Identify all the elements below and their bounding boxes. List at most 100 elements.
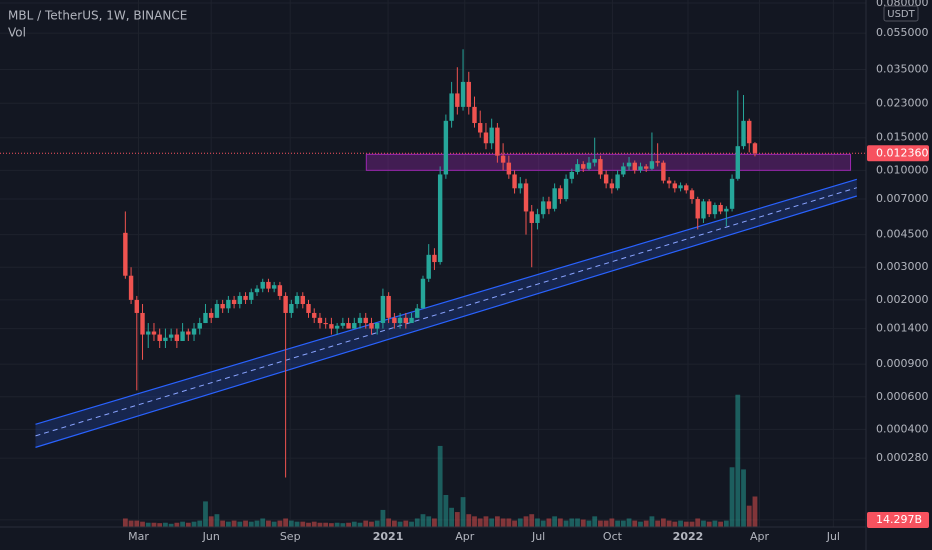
candle-body <box>231 299 237 305</box>
volume-bar <box>363 520 369 527</box>
candle-body <box>380 295 386 324</box>
y-tick-label: 0.000900 <box>876 357 929 370</box>
candle-body <box>403 317 409 324</box>
candle-body <box>352 323 357 329</box>
candle-body <box>134 299 139 313</box>
volume-bar <box>752 496 758 527</box>
x-tick-label: 2022 <box>673 530 704 543</box>
volume-bar <box>432 518 437 527</box>
volume-bar <box>540 520 546 527</box>
candle-body <box>598 159 603 175</box>
volume-bar <box>191 521 197 527</box>
candle-body <box>747 120 752 144</box>
candle-body <box>581 164 586 169</box>
volume-bar <box>231 520 237 527</box>
volume-bar <box>283 518 289 527</box>
volume-bar <box>351 521 357 527</box>
candle-body <box>575 164 580 172</box>
volume-bar <box>735 394 741 527</box>
candle-body <box>392 317 397 324</box>
volume-bar <box>546 518 552 527</box>
candle-body <box>329 324 334 329</box>
volume-bar <box>306 522 311 527</box>
candle-body <box>237 295 243 305</box>
candle-body <box>689 190 695 200</box>
candle-body <box>666 180 672 184</box>
volume-bar <box>494 516 500 527</box>
volume-bar <box>140 521 145 527</box>
candle-body <box>323 323 328 325</box>
volume-bar <box>122 518 128 527</box>
volume-bar <box>701 520 706 527</box>
volume-bar <box>609 518 615 527</box>
channel-line <box>35 195 858 448</box>
volume-bar <box>220 520 226 527</box>
candle-body <box>123 232 128 276</box>
volume-bar <box>706 521 712 527</box>
volume-bar <box>678 520 683 527</box>
y-tick-label: 0.007000 <box>876 192 929 205</box>
volume-bar <box>477 518 483 527</box>
volume-bar <box>672 521 678 527</box>
volume-bar <box>517 518 523 527</box>
volume-bar <box>580 519 586 527</box>
candle-body <box>626 162 632 167</box>
candle-body <box>483 132 489 144</box>
volume-bar <box>346 522 351 527</box>
volume-bar <box>409 521 414 527</box>
volume-bar <box>535 518 540 527</box>
volume-bar <box>397 521 403 527</box>
candle-body <box>226 299 231 309</box>
y-tick-label: 0.015000 <box>876 131 929 144</box>
volume-bar <box>237 521 243 527</box>
volume-bar <box>386 518 392 527</box>
candle-body <box>289 304 294 313</box>
candle-body <box>300 295 305 305</box>
x-tick-label: Jul <box>826 530 840 543</box>
volume-title: Vol <box>8 26 26 40</box>
candle-body <box>432 254 437 263</box>
candle-body <box>563 178 569 200</box>
candle-body <box>512 174 517 189</box>
candle-body <box>214 304 220 318</box>
candle-body <box>409 317 414 324</box>
y-tick-label: 0.023000 <box>876 96 929 109</box>
candle-body <box>294 295 300 305</box>
volume-bar <box>180 521 185 527</box>
channel-midline <box>35 187 857 437</box>
candle-body <box>661 162 666 181</box>
candle-body <box>644 166 649 169</box>
volume-bar <box>134 520 140 527</box>
channel-fill <box>35 179 857 448</box>
volume-bar <box>506 518 512 527</box>
x-tick-label: Apr <box>750 530 770 543</box>
candle-body <box>558 188 563 200</box>
volume-bar <box>643 520 649 527</box>
currency-tag <box>883 5 919 22</box>
candle-body <box>140 312 145 335</box>
volume-bar <box>163 522 168 527</box>
candle-body <box>701 201 706 219</box>
volume-bar <box>460 497 466 527</box>
last-price-label: 0.012360 <box>876 146 929 159</box>
volume-bar <box>598 520 603 527</box>
volume-bar <box>157 523 163 527</box>
volume-bar <box>151 522 157 527</box>
candle-body <box>649 161 655 169</box>
candle-body <box>546 201 552 209</box>
volume-bar <box>369 521 374 527</box>
candle-body <box>277 285 283 296</box>
volume-bar <box>569 518 575 527</box>
candle-body <box>163 337 168 341</box>
volume-bar <box>426 516 432 527</box>
volume-bar <box>712 520 718 527</box>
volume-bar <box>729 467 735 527</box>
volume-bar <box>260 518 266 527</box>
candle-body <box>586 162 592 169</box>
volume-bar <box>294 521 300 527</box>
candle-body <box>254 288 260 293</box>
candle-body <box>592 159 597 163</box>
candle-body <box>203 312 208 324</box>
